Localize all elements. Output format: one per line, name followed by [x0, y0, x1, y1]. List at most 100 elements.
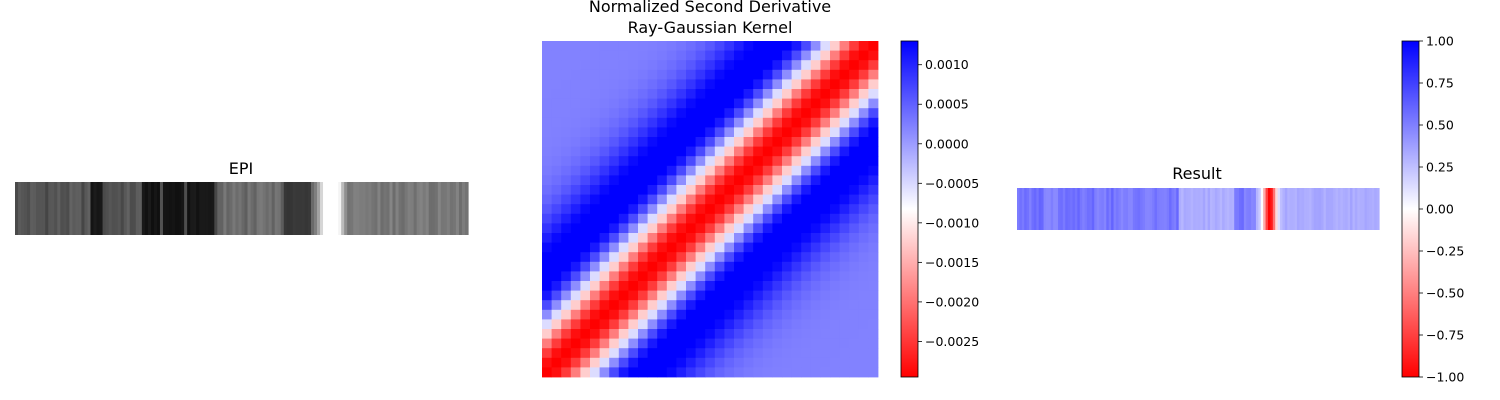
result-column: [1267, 188, 1271, 230]
kernel-cell: [676, 309, 687, 320]
result-column: [1234, 188, 1238, 230]
result-column: [1222, 188, 1226, 230]
kernel-cell: [561, 185, 572, 195]
kernel-cell: [839, 175, 850, 186]
kernel-cell: [657, 194, 668, 205]
kernel-cell: [858, 252, 869, 263]
kernel-cell: [868, 60, 879, 71]
kernel-cell: [570, 194, 581, 205]
kernel-cell: [580, 357, 591, 368]
epi-column: [75, 182, 80, 235]
kernel-cell: [849, 60, 860, 71]
kernel-cell: [801, 79, 812, 90]
kernel-cell: [753, 319, 764, 330]
epi-column: [141, 182, 146, 235]
result-column: [1241, 188, 1245, 230]
kernel-cell: [561, 338, 572, 349]
result-column: [1099, 188, 1103, 230]
kernel-cell: [714, 233, 725, 243]
kernel-cell: [628, 41, 639, 51]
kernel-cell: [791, 185, 802, 195]
kernel-cell: [657, 281, 668, 291]
kernel-cell: [647, 175, 658, 186]
kernel-cell: [551, 98, 562, 109]
kernel-cell: [830, 98, 840, 109]
kernel-cell: [542, 309, 552, 320]
kernel-cell: [820, 204, 831, 215]
kernel-cell: [782, 261, 792, 272]
kernel-cell: [849, 89, 860, 99]
kernel-cell: [695, 41, 706, 51]
kernel-cell: [762, 117, 773, 128]
kernel-cell: [753, 194, 764, 205]
kernel-cell: [753, 281, 764, 291]
epi-image: [15, 182, 469, 235]
kernel-cell: [858, 60, 869, 71]
kernel-cell: [830, 165, 840, 176]
kernel-cell: [609, 281, 620, 291]
result-column: [1173, 188, 1177, 230]
epi-column: [132, 182, 137, 235]
kernel-cell: [753, 137, 764, 147]
kernel-cell: [714, 108, 725, 119]
kernel-cell: [580, 108, 591, 119]
kernel-cell: [551, 137, 562, 147]
kernel-cell: [724, 108, 735, 119]
kernel-cell: [820, 357, 831, 368]
kernel-cell: [638, 348, 648, 359]
kernel-cell: [647, 213, 658, 224]
kernel-cell: [762, 261, 773, 272]
kernel-cell: [849, 127, 860, 138]
kernel-cell: [599, 252, 610, 263]
kernel-cell: [830, 261, 840, 272]
epi-column: [326, 182, 330, 235]
kernel-cell: [734, 309, 744, 320]
kernel-cell: [820, 89, 831, 99]
kernel-cell: [551, 261, 562, 272]
kernel-cell: [820, 98, 831, 109]
kernel-cell: [647, 261, 658, 272]
kernel-cell: [830, 271, 840, 282]
kernel-cell: [580, 348, 591, 359]
kernel-cell: [686, 338, 696, 349]
kernel-cell: [666, 281, 677, 291]
kernel-cell: [590, 329, 600, 339]
epi-column: [48, 182, 52, 235]
kernel-cell: [801, 233, 812, 243]
kernel-cell: [782, 127, 792, 138]
result-column: [1205, 188, 1209, 230]
kernel-cell: [686, 348, 696, 359]
kernel-cell: [570, 156, 581, 167]
kernel-cell: [609, 319, 620, 330]
kernel-cell: [858, 300, 869, 311]
kernel-cell: [734, 165, 744, 176]
result-column: [1337, 188, 1341, 230]
kernel-cell: [657, 204, 668, 215]
kernel-cell: [580, 41, 591, 51]
kernel-cell: [638, 117, 648, 128]
kernel-cell: [666, 290, 677, 301]
result-column: [1164, 188, 1168, 230]
kernel-cell: [839, 213, 850, 224]
kernel-cell: [714, 290, 725, 301]
epi-column: [259, 182, 264, 235]
epi-column: [395, 182, 400, 235]
kernel-cell: [676, 41, 687, 51]
result-column: [1185, 188, 1189, 230]
result-column: [1166, 188, 1170, 230]
kernel-cell: [609, 300, 620, 311]
kernel-cell: [810, 213, 821, 224]
kernel-cell: [666, 348, 677, 359]
kernel-cell: [590, 290, 600, 301]
kernel-cell: [753, 271, 764, 282]
kernel-cell: [810, 185, 821, 195]
result-column: [1301, 188, 1305, 230]
kernel-cell: [599, 117, 610, 128]
kernel-cell: [772, 137, 783, 147]
kernel-cell: [830, 117, 840, 128]
kernel-cell: [810, 41, 821, 51]
kernel-cell: [868, 117, 879, 128]
kernel-cell: [762, 309, 773, 320]
kernel-cell: [714, 69, 725, 80]
kernel-cell: [772, 329, 783, 339]
